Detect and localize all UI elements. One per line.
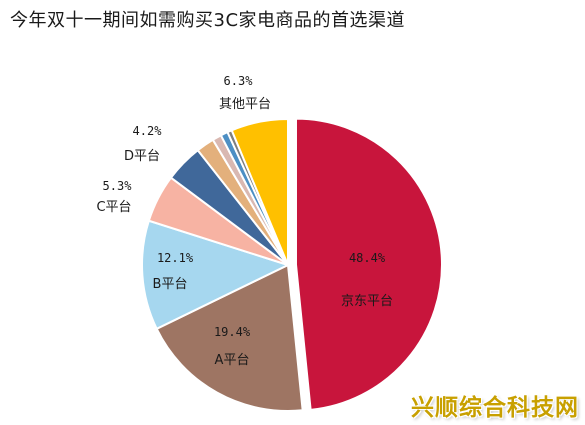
watermark: 兴顺综合科技网 xyxy=(411,395,579,421)
pie-labels: 48.4% 京东平台 19.4% A平台 12.1% B平台 5.3% C平台 4.2% D平台 6… xyxy=(96,74,393,368)
pie-slices xyxy=(141,117,443,412)
slice-category-label: B平台 xyxy=(153,277,188,292)
slice-value-label: 12.1% xyxy=(157,251,194,265)
pie-slice xyxy=(230,117,289,266)
slice-value-label: 4.2% xyxy=(133,124,163,138)
slice-value-label: 6.3% xyxy=(224,74,254,88)
slice-category-label: C平台 xyxy=(96,200,131,215)
slice-value-label: 5.3% xyxy=(103,179,133,193)
slice-category-label: 其他平台 xyxy=(219,97,271,112)
pie-slice xyxy=(141,219,291,331)
slice-value-label: 48.4% xyxy=(349,251,386,265)
pie-slice xyxy=(155,263,304,412)
slice-category-label: A平台 xyxy=(215,353,250,368)
slice-category-label: D平台 xyxy=(124,149,160,164)
slice-category-label: 京东平台 xyxy=(341,294,393,309)
slice-value-label: 19.4% xyxy=(214,325,251,339)
chart-title: 今年双十一期间如需购买3C家电商品的首选渠道 xyxy=(10,10,406,31)
pie-slice xyxy=(294,117,443,411)
